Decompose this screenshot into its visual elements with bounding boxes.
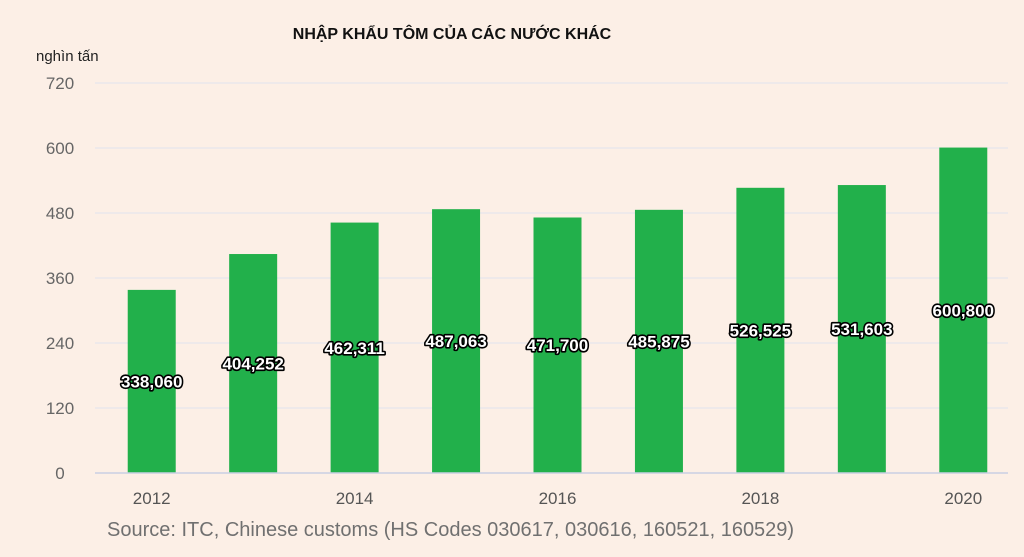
bar (736, 187, 785, 474)
y-tick-label: 360 (46, 269, 74, 288)
data-labels: 338,060 404,252 462,311 487,063 471,700 485,8… (119, 300, 995, 393)
y-tick-label: 480 (46, 204, 74, 223)
x-axis-ticks: 2012 2014 2016 2018 2020 (133, 489, 982, 508)
bar (634, 209, 683, 474)
x-tick-label: 2014 (336, 489, 374, 508)
bar (330, 222, 379, 473)
y-tick-label: 120 (46, 399, 74, 418)
x-tick-label: 2020 (944, 489, 982, 508)
y-tick-label: 600 (46, 139, 74, 158)
x-tick-label: 2018 (741, 489, 779, 508)
bar (939, 147, 988, 474)
bar (432, 209, 481, 474)
bars (127, 147, 988, 474)
bar (837, 185, 886, 473)
data-label: 487,063 (425, 332, 486, 351)
chart-title: NHẬP KHẨU TÔM CỦA CÁC NƯỚC KHÁC (293, 24, 612, 43)
source-note: Source: ITC, Chinese customs (HS Codes 0… (107, 519, 794, 541)
data-label: 404,252 (222, 355, 283, 374)
x-tick-label: 2012 (133, 489, 171, 508)
x-tick-label: 2016 (539, 489, 577, 508)
data-label: 485,875 (628, 332, 689, 351)
data-label: 531,603 (831, 320, 892, 339)
bar (533, 217, 582, 473)
data-label: 338,060 (121, 372, 182, 391)
bar (229, 254, 278, 473)
data-label: 471,700 (527, 336, 588, 355)
y-tick-label: 0 (55, 464, 64, 483)
y-tick-label: 240 (46, 334, 74, 353)
bar (127, 289, 176, 473)
y-axis-ticks: 0 120 240 360 480 600 720 (46, 74, 74, 483)
data-label: 526,525 (730, 321, 791, 340)
y-tick-label: 720 (46, 74, 74, 93)
data-label: 600,800 (933, 301, 994, 320)
data-label: 462,311 (324, 339, 385, 358)
y-axis-unit-label: nghìn tấn (36, 48, 99, 65)
